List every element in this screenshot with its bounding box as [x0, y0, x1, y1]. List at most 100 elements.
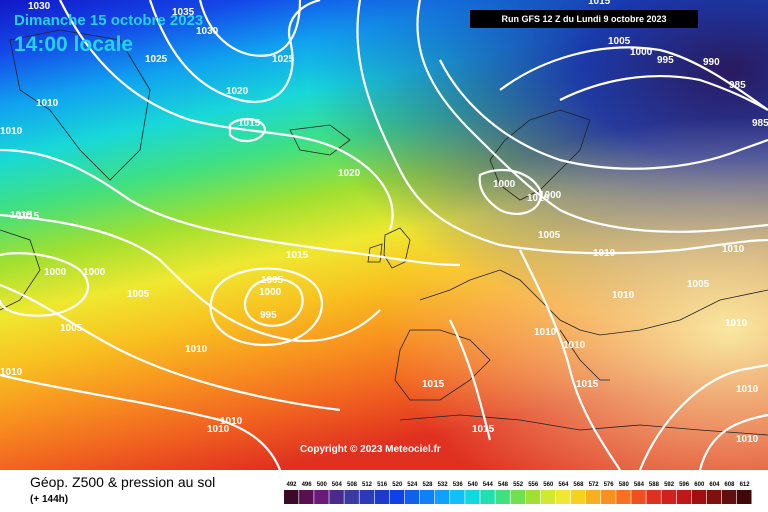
isobar-label: 1025 [272, 54, 295, 65]
legend-label: 548 [498, 482, 509, 488]
legend-label: 584 [634, 482, 645, 488]
run-info: Run GFS 12 Z du Lundi 9 octobre 2023 [470, 10, 698, 28]
legend-swatch [586, 490, 601, 504]
legend-label: 576 [604, 482, 615, 488]
isobar-labels: 1030 1035 1030 1025 1025 1020 1015 1010 … [0, 0, 768, 445]
isobar-lines [0, 0, 768, 470]
legend-label: 504 [332, 482, 343, 488]
legend-swatch [631, 490, 646, 504]
legend-label: 580 [619, 482, 630, 488]
isobar-label: 1015 [422, 379, 445, 390]
isobar-label: 1010 [612, 290, 635, 301]
legend-swatch [661, 490, 676, 504]
legend-swatch [299, 490, 314, 504]
isobar-label: 1015 [576, 379, 599, 390]
legend-label: 608 [724, 482, 735, 488]
legend-swatch [495, 490, 510, 504]
isobar-label: 1015 [286, 250, 309, 261]
isobar-label: 1015 [10, 210, 33, 221]
isobar-label: 1000 [539, 190, 562, 201]
legend-label: 528 [422, 482, 433, 488]
legend-label: 572 [589, 482, 600, 488]
legend-swatch [344, 490, 359, 504]
legend-label: 588 [649, 482, 660, 488]
legend-swatch [555, 490, 571, 504]
isobar-label: 1010 [185, 344, 208, 355]
legend-label: 496 [302, 482, 313, 488]
legend-label: 596 [679, 482, 690, 488]
legend-label: 520 [392, 482, 403, 488]
isobar-label: 1010 [725, 318, 748, 329]
legend-label: 540 [468, 482, 479, 488]
legend-swatch [404, 490, 420, 504]
legend-label: 500 [317, 482, 328, 488]
legend-swatch [465, 490, 480, 504]
isobar-label: 1015 [472, 424, 495, 435]
legend-label: 544 [483, 482, 494, 488]
isobar-label: 1025 [145, 54, 168, 65]
isobar-label: 1030 [28, 1, 51, 12]
isobar-label: 1010 [207, 424, 230, 435]
isobar-label: 1005 [538, 230, 561, 241]
legend-swatch [601, 490, 616, 504]
legend-swatch [570, 490, 586, 504]
legend-label: 516 [377, 482, 388, 488]
legend-swatch [510, 490, 525, 504]
isobar-label: 995 [657, 55, 674, 66]
warm-air-shading [0, 0, 768, 470]
legend-label: 536 [453, 482, 464, 488]
isobar-label: 1030 [196, 26, 219, 37]
isobar-label: 1005 [687, 279, 710, 290]
legend-swatch [329, 490, 344, 504]
copyright: Copyright © 2023 Meteociel.fr [300, 444, 441, 455]
legend-label: 600 [694, 482, 705, 488]
isobar-label: 1015 [17, 211, 40, 222]
legend-swatch [691, 490, 707, 504]
legend-swatch [706, 490, 722, 504]
isobar-label: 985 [752, 118, 768, 129]
isobar-label: 1015 [238, 118, 261, 129]
isobar-label: 1000 [630, 47, 653, 58]
isobar-label: 1010 [534, 327, 557, 338]
legend-label: 532 [438, 482, 449, 488]
isobar-label: 995 [260, 310, 277, 321]
legend-swatch [435, 490, 450, 504]
legend-swatch [314, 490, 329, 504]
legend-swatch [646, 490, 661, 504]
isobar-label: 1020 [338, 168, 361, 179]
isobar-label: 1035 [172, 7, 195, 18]
legend-swatch [616, 490, 631, 504]
isobar-label: 1010 [736, 384, 759, 395]
color-legend: 492 496 500 504 508 512 516 520 524 528 532 536 540 5… [284, 482, 752, 504]
isobar-label: 1010 [722, 244, 745, 255]
isobar-label: 1015 [588, 0, 611, 7]
isobar-label: 1005 [608, 36, 631, 47]
legend-label: 512 [362, 482, 373, 488]
isobar-label: 1020 [226, 86, 249, 97]
legend-label: 492 [286, 482, 297, 488]
isobar-label: 1010 [593, 248, 616, 259]
isobar-label: 1010 [736, 434, 759, 445]
isobar-label: 1010 [220, 416, 243, 427]
legend-swatch [721, 490, 737, 504]
legend-swatch [284, 490, 299, 504]
isobar-label: 1010 [0, 126, 23, 137]
parameter-title: Géop. Z500 & pression au sol [30, 474, 216, 490]
legend-swatch [525, 490, 541, 504]
legend-label: 552 [513, 482, 524, 488]
legend-label: 612 [740, 482, 751, 488]
legend-label: 564 [558, 482, 569, 488]
valid-date: Dimanche 15 octobre 2023 [14, 12, 204, 29]
legend-swatch [374, 490, 390, 504]
legend-swatch [480, 490, 495, 504]
isobar-label: 990 [703, 57, 720, 68]
isobar-label: 1000 [493, 179, 516, 190]
legend-swatch [419, 490, 435, 504]
legend-label: 524 [407, 482, 418, 488]
legend-label: 592 [664, 482, 675, 488]
coastlines [0, 29, 768, 436]
isobar-label: 1000 [259, 287, 282, 298]
lead-time: (+ 144h) [30, 494, 69, 505]
legend-label: 556 [528, 482, 539, 488]
isobar-label: 1005 [60, 323, 83, 334]
